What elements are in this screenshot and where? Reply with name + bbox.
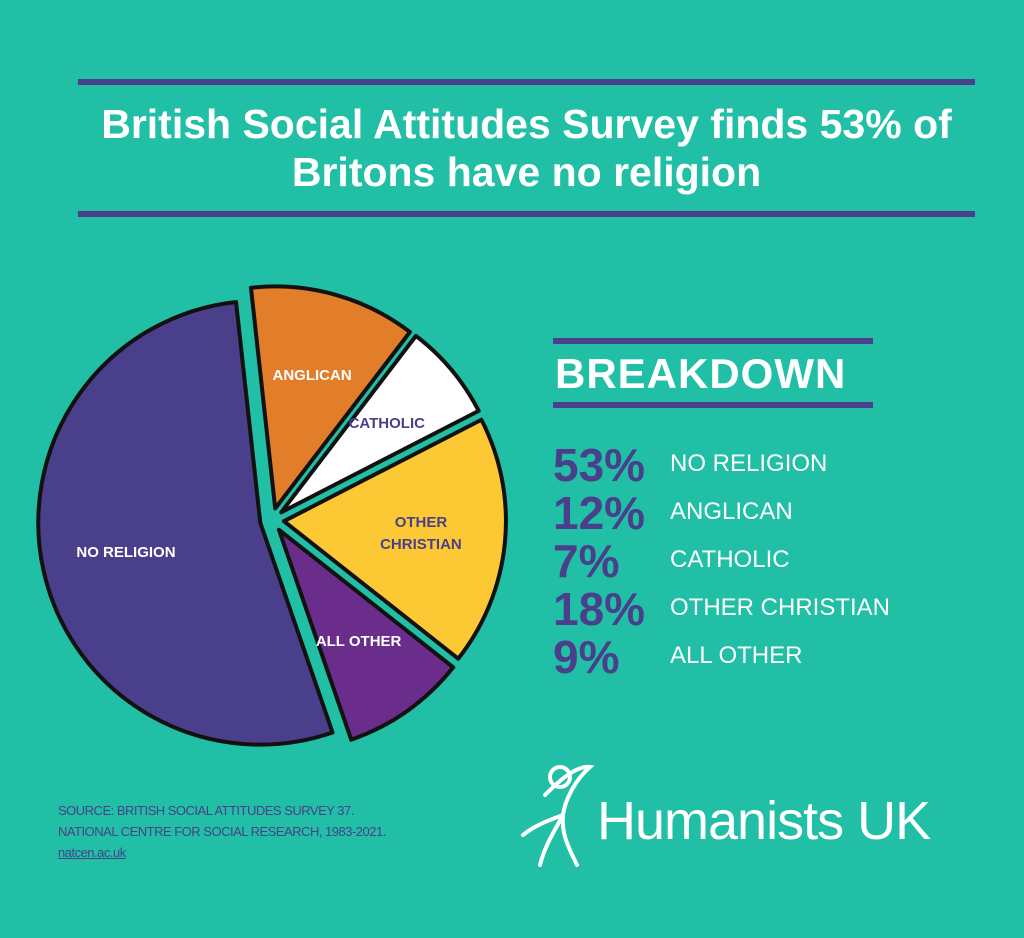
- category-label: OTHER CHRISTIAN: [670, 594, 891, 621]
- category-label: NO RELIGION: [670, 450, 828, 477]
- value-label: 53%: [553, 439, 646, 491]
- slice-label: ALL OTHER: [315, 633, 402, 651]
- source-line: SOURCE: BRITISH SOCIAL ATTITUDES SURVEY …: [58, 803, 354, 818]
- pie-slice: [248, 284, 412, 511]
- heading-rule: [553, 402, 873, 408]
- slice-label: OTHER CHRISTIAN: [380, 514, 462, 554]
- slice-label: ANGLICAN: [272, 366, 352, 384]
- slice-label: CATHOLIC: [348, 414, 425, 432]
- value-label: 12%: [553, 487, 646, 539]
- title-rule: [78, 79, 975, 85]
- pie-slice: [276, 527, 456, 742]
- source-link[interactable]: natcen.ac.uk: [58, 845, 126, 860]
- source-line: NATIONAL CENTRE FOR SOCIAL RESEARCH, 198…: [58, 824, 386, 839]
- pie-slice: [281, 417, 508, 661]
- pie-slice: [36, 299, 335, 747]
- value-label: 18%: [553, 583, 646, 635]
- category-label: ALL OTHER: [670, 642, 803, 669]
- slice-label: NO RELIGION: [76, 543, 176, 561]
- value-label: 7%: [553, 535, 620, 587]
- title-rule: [78, 211, 975, 217]
- pie-chart: [36, 284, 508, 747]
- breakdown-heading: BREAKDOWN: [555, 350, 847, 397]
- brand-name: Humanists UK: [597, 791, 931, 851]
- brand-logo: [521, 764, 595, 867]
- value-label: 9%: [553, 631, 620, 683]
- heading-rule: [553, 338, 873, 344]
- category-label: CATHOLIC: [670, 546, 790, 573]
- pie-slice: [279, 333, 481, 515]
- category-label: ANGLICAN: [670, 498, 793, 525]
- title: British Social Attitudes Survey finds 53…: [101, 101, 952, 195]
